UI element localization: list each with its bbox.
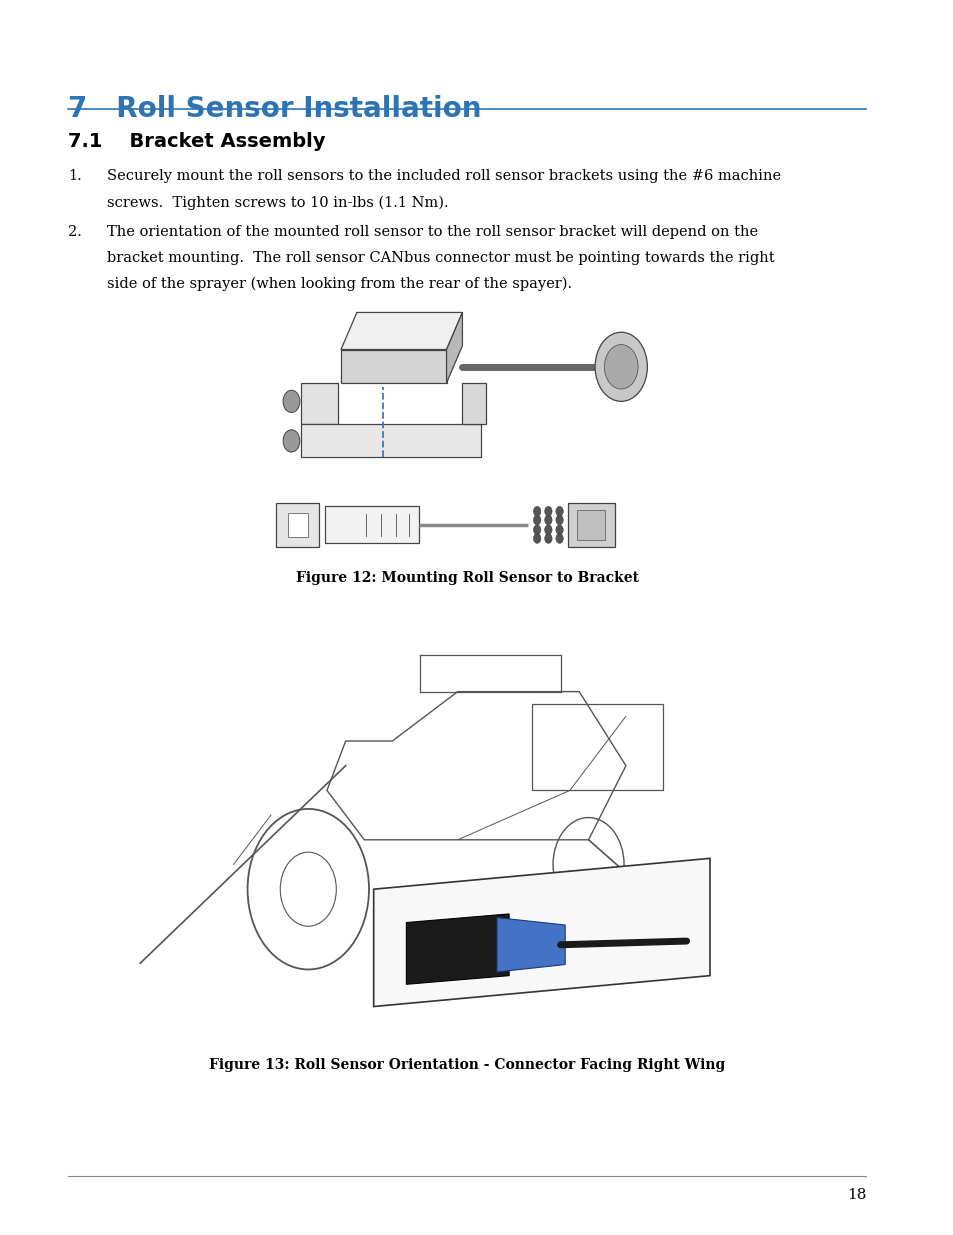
Polygon shape — [300, 424, 480, 457]
Circle shape — [533, 534, 540, 543]
Text: 7.1    Bracket Assembly: 7.1 Bracket Assembly — [68, 132, 325, 151]
Polygon shape — [325, 506, 418, 543]
Circle shape — [283, 430, 299, 452]
Circle shape — [533, 506, 540, 516]
Polygon shape — [577, 510, 605, 540]
Text: screws.  Tighten screws to 10 in-lbs (1.1 Nm).: screws. Tighten screws to 10 in-lbs (1.1… — [108, 195, 449, 210]
Circle shape — [595, 332, 647, 401]
Circle shape — [556, 506, 562, 516]
Polygon shape — [374, 858, 709, 1007]
Polygon shape — [462, 383, 485, 424]
Polygon shape — [567, 503, 614, 547]
Circle shape — [544, 525, 552, 535]
Text: Figure 12: Mounting Roll Sensor to Bracket: Figure 12: Mounting Roll Sensor to Brack… — [295, 571, 638, 584]
Polygon shape — [497, 918, 564, 972]
Circle shape — [604, 345, 638, 389]
Text: 18: 18 — [845, 1188, 865, 1202]
Text: Securely mount the roll sensors to the included roll sensor brackets using the #: Securely mount the roll sensors to the i… — [108, 169, 781, 183]
Circle shape — [283, 390, 299, 412]
Polygon shape — [340, 312, 462, 350]
Polygon shape — [446, 312, 462, 383]
Polygon shape — [275, 503, 319, 547]
Circle shape — [556, 534, 562, 543]
Polygon shape — [406, 914, 509, 984]
Polygon shape — [340, 350, 446, 383]
Circle shape — [533, 525, 540, 535]
Circle shape — [533, 515, 540, 525]
Polygon shape — [288, 513, 308, 537]
Text: 1.: 1. — [68, 169, 82, 183]
Polygon shape — [300, 383, 337, 424]
Text: bracket mounting.  The roll sensor CANbus connector must be pointing towards the: bracket mounting. The roll sensor CANbus… — [108, 251, 774, 264]
Circle shape — [556, 525, 562, 535]
Circle shape — [544, 506, 552, 516]
Circle shape — [556, 515, 562, 525]
Text: The orientation of the mounted roll sensor to the roll sensor bracket will depen: The orientation of the mounted roll sens… — [108, 225, 758, 238]
Text: side of the sprayer (when looking from the rear of the spayer).: side of the sprayer (when looking from t… — [108, 277, 572, 291]
Circle shape — [544, 534, 552, 543]
Circle shape — [544, 515, 552, 525]
Text: Figure 13: Roll Sensor Orientation - Connector Facing Right Wing: Figure 13: Roll Sensor Orientation - Con… — [209, 1058, 724, 1072]
Text: 7   Roll Sensor Installation: 7 Roll Sensor Installation — [68, 95, 481, 124]
Text: 2.: 2. — [68, 225, 82, 238]
